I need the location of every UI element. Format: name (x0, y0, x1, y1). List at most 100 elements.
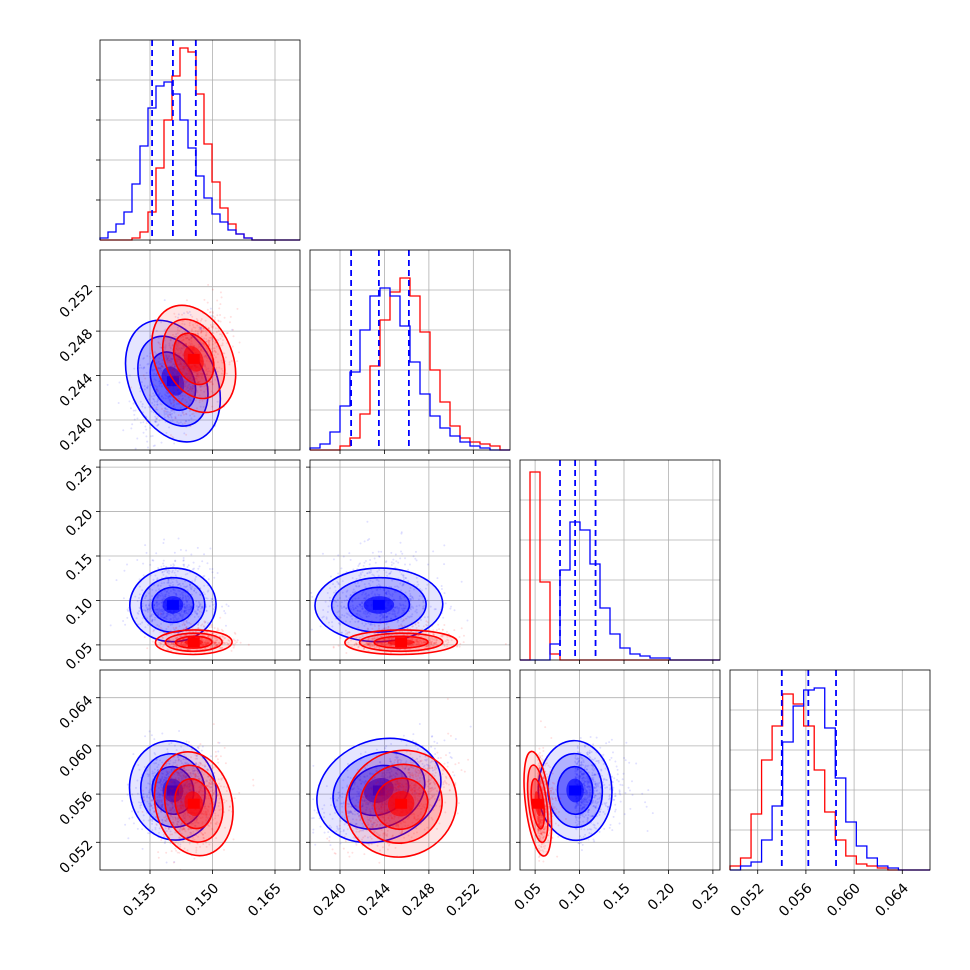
scatter-point (167, 625, 170, 628)
scatter-point (207, 635, 210, 638)
scatter-point (392, 558, 395, 561)
scatter-point (159, 645, 162, 648)
scatter-point (169, 357, 172, 360)
scatter-point (205, 605, 208, 608)
scatter-point (165, 566, 168, 569)
scatter-point (189, 744, 192, 747)
scatter-point (172, 405, 175, 408)
scatter-point (220, 296, 223, 299)
scatter-point (210, 326, 213, 329)
scatter-point (199, 648, 202, 651)
scatter-point (181, 423, 184, 426)
scatter-point (161, 640, 164, 643)
scatter-point (156, 608, 159, 611)
scatter-point (147, 832, 150, 835)
scatter-point (228, 361, 231, 364)
scatter-point (155, 388, 158, 391)
scatter-point (209, 311, 212, 314)
scatter-point (201, 606, 204, 609)
scatter-point (155, 417, 158, 420)
scatter-point (165, 410, 168, 413)
scatter-point (415, 626, 418, 629)
scatter-point (115, 579, 118, 582)
scatter-point (195, 612, 198, 615)
scatter-point (203, 620, 206, 623)
scatter-point (393, 609, 396, 612)
scatter-point (157, 612, 160, 615)
scatter-point (187, 598, 190, 601)
scatter-point (200, 328, 203, 331)
scatter-point (202, 372, 205, 375)
scatter-point (188, 608, 191, 611)
scatter-point (321, 616, 324, 619)
scatter-point (149, 357, 152, 360)
scatter-point (208, 642, 211, 645)
scatter-point (187, 344, 190, 347)
scatter-point (151, 620, 154, 623)
scatter-point (129, 468, 131, 470)
scatter-point (394, 585, 397, 588)
scatter-point (411, 596, 414, 599)
scatter-point (186, 612, 189, 615)
scatter-point (153, 400, 156, 403)
scatter-point (181, 593, 184, 596)
scatter-point (142, 411, 145, 414)
scatter-point (219, 291, 222, 294)
scatter-point (157, 394, 160, 397)
scatter-point (196, 379, 199, 382)
scatter-point (402, 582, 405, 585)
scatter-point (139, 421, 142, 424)
scatter-point (131, 816, 134, 819)
scatter-point (225, 332, 228, 335)
scatter-point (187, 396, 190, 399)
scatter-point (200, 347, 203, 350)
scatter-point (143, 384, 146, 387)
scatter-point (186, 389, 189, 392)
scatter-point (460, 580, 463, 583)
scatter-point (196, 391, 199, 394)
scatter-point (180, 351, 183, 354)
scatter-point (205, 340, 208, 343)
scatter-point (211, 325, 214, 328)
scatter-point (200, 630, 203, 633)
scatter-point (326, 611, 329, 614)
scatter-point (211, 325, 214, 328)
scatter-point (194, 329, 197, 332)
scatter-point (159, 610, 162, 613)
scatter-point (384, 592, 387, 595)
scatter-point (225, 641, 228, 644)
scatter-point (390, 585, 393, 588)
scatter-point (172, 614, 175, 617)
scatter-point (396, 607, 399, 610)
scatter-point (209, 323, 212, 326)
scatter-point (156, 608, 159, 611)
scatter-point (156, 403, 159, 406)
scatter-point (179, 363, 182, 366)
scatter-point (143, 597, 146, 600)
scatter-point (215, 345, 218, 348)
scatter-point (213, 576, 216, 579)
scatter-point (376, 593, 379, 596)
scatter-point (177, 358, 180, 361)
scatter-point (437, 623, 440, 626)
scatter-point (154, 415, 157, 418)
scatter-point (369, 584, 372, 587)
scatter-point (194, 611, 197, 614)
scatter-point (165, 354, 168, 357)
scatter-point (411, 596, 414, 599)
scatter-point (211, 383, 214, 386)
scatter-point (219, 303, 222, 306)
scatter-point (146, 385, 149, 388)
scatter-point (412, 625, 415, 628)
scatter-point (149, 352, 152, 355)
scatter-point (367, 593, 370, 596)
scatter-point (349, 594, 352, 597)
scatter-point (164, 373, 167, 376)
scatter-point (167, 356, 170, 359)
scatter-point (340, 567, 343, 570)
scatter-point (178, 729, 181, 732)
scatter-point (173, 643, 176, 646)
scatter-point (356, 612, 359, 615)
scatter-point (203, 343, 206, 346)
scatter-point (154, 616, 157, 619)
